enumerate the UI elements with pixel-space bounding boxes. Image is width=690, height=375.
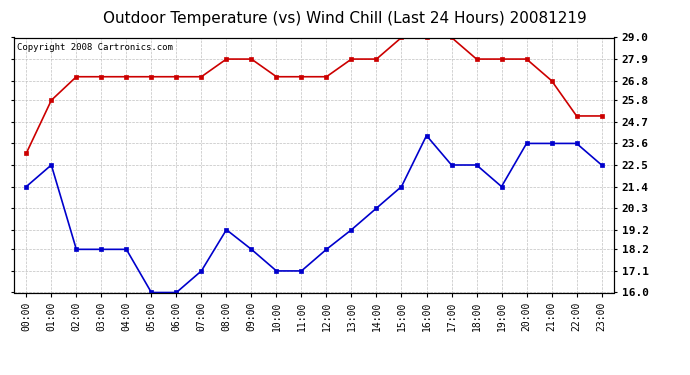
Text: Copyright 2008 Cartronics.com: Copyright 2008 Cartronics.com bbox=[17, 43, 172, 52]
Text: Outdoor Temperature (vs) Wind Chill (Last 24 Hours) 20081219: Outdoor Temperature (vs) Wind Chill (Las… bbox=[103, 11, 587, 26]
